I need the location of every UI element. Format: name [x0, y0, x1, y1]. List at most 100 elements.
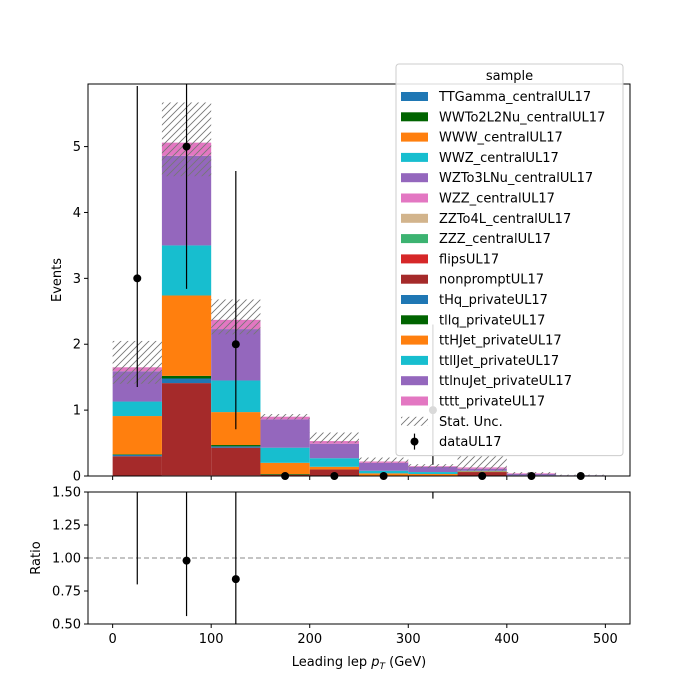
y-tick-label: 1 [73, 404, 81, 419]
x-tick-label: 400 [494, 632, 519, 647]
bar-segment [359, 462, 409, 471]
bar-segment [408, 466, 458, 473]
legend-swatch [401, 173, 428, 183]
ratio-point [182, 556, 191, 565]
x-axis-ticks: 0 100 200 300 400 500 [108, 624, 618, 647]
bar-segment [161, 375, 212, 379]
stat-unc-bin [260, 414, 310, 420]
bar-segment [112, 401, 162, 417]
bar-segment [161, 378, 212, 384]
legend-swatch [401, 152, 428, 162]
y-axis-ticks: 0 1 2 3 4 5 [73, 140, 88, 485]
main-plot-panel: 0 1 2 3 4 5 Events [50, 83, 631, 485]
legend-swatch [401, 274, 428, 284]
legend-label: ttllJet_privateUL17 [439, 354, 559, 369]
legend-swatch [401, 315, 428, 325]
x-tick-label: 200 [297, 632, 322, 647]
ratio-y-tick-label: 0.75 [52, 585, 81, 600]
legend-swatch [401, 295, 428, 304]
bar-segment [309, 443, 359, 459]
ratio-content [88, 492, 630, 624]
y-axis-label-ratio: Ratio [29, 541, 44, 574]
data-point [182, 142, 191, 151]
bar-segment [112, 454, 162, 455]
bar-segment [260, 419, 310, 448]
ratio-y-tick-label: 1.50 [52, 486, 81, 501]
stat-unc-bin [309, 432, 359, 444]
legend-swatch-stat-unc [401, 416, 428, 426]
x-axis-label-text: Leading lep [292, 655, 367, 670]
data-point [231, 340, 240, 349]
y-tick-label: 5 [73, 140, 81, 155]
legend-label: tHq_privateUL17 [439, 293, 548, 308]
x-axis-label-math: p [370, 655, 379, 670]
y-tick-label: 4 [73, 206, 81, 221]
legend-swatch [401, 234, 428, 244]
legend-label: WWW_centralUL17 [439, 131, 563, 146]
legend-label: nonpromptUL17 [439, 273, 544, 288]
bar-segment [309, 466, 359, 470]
y-axis-label-events: Events [50, 258, 65, 302]
legend-swatch [401, 132, 428, 142]
legend-title: sample [486, 69, 533, 84]
legend-label: ttlnuJet_privateUL17 [439, 374, 572, 389]
bar-segment [211, 445, 261, 447]
x-tick-label: 300 [396, 632, 421, 647]
stat-unc-bin [457, 456, 507, 471]
bar-segment [457, 470, 507, 472]
legend-label: ZZTo4L_centralUL17 [439, 212, 571, 227]
legend-label: WWTo2L2Nu_centralUL17 [439, 110, 605, 125]
bar-segment [112, 454, 162, 457]
legend-label: WWZ_centralUL17 [439, 151, 559, 166]
legend-label: WZTo3LNu_centralUL17 [439, 171, 593, 186]
y-tick-label: 2 [73, 338, 81, 353]
ratio-y-tick-label: 1.00 [52, 552, 81, 567]
x-tick-label: 100 [199, 632, 224, 647]
legend-label-data: dataUL17 [439, 435, 502, 450]
legend-swatch [401, 355, 428, 365]
legend-label: ZZZ_centralUL17 [439, 232, 551, 247]
legend-swatch [401, 376, 428, 386]
bar-segment [260, 462, 310, 475]
stat-unc-bin [408, 464, 458, 469]
x-axis-ticks-top-panel [112, 476, 606, 480]
x-axis-label-unit: (GeV) [389, 655, 426, 670]
data-point [133, 274, 142, 283]
legend-box [395, 63, 624, 457]
legend-swatch [401, 254, 428, 264]
bar-segment [408, 472, 458, 475]
main-plot-frame [87, 83, 631, 477]
bar-segment [408, 474, 458, 476]
legend-swatch [401, 396, 428, 406]
bar-segment [457, 471, 507, 473]
x-axis-label-subscript: T [379, 662, 386, 672]
bar-segment [260, 447, 310, 463]
bar-segment [112, 456, 162, 476]
legend-swatch [401, 335, 428, 345]
legend-label: ttHJet_privateUL17 [439, 334, 562, 349]
legend-swatch [401, 193, 428, 203]
ratio-point [231, 575, 240, 584]
y-tick-label: 0 [73, 470, 81, 485]
bar-segment [161, 383, 212, 476]
legend-marker-data [410, 437, 419, 446]
bar-segment [211, 446, 261, 448]
ratio-plot-frame [87, 491, 631, 625]
legend-swatch [401, 112, 428, 122]
x-axis-label: Leading lep pT (GeV) [292, 655, 426, 672]
legend-swatch [401, 92, 428, 101]
ratio-y-tick-label: 0.50 [52, 618, 81, 633]
legend-label: TTGamma_centralUL17 [438, 90, 591, 105]
y-tick-label: 3 [73, 272, 81, 287]
legend-swatch [401, 213, 428, 223]
ratio-plot-panel: 0.50 0.75 1.00 1.25 1.50 0 100 200 300 400 500 Ra… [29, 486, 631, 647]
legend-label: tllq_privateUL17 [439, 313, 545, 328]
stat-unc-bin [359, 457, 409, 463]
legend-label-stat-unc: Stat. Unc. [439, 415, 503, 430]
legend-label: tttt_privateUL17 [439, 395, 545, 410]
bar-segment [309, 458, 359, 467]
bar-segment [112, 416, 162, 455]
x-tick-label: 0 [108, 632, 116, 647]
x-tick-label: 500 [593, 632, 618, 647]
